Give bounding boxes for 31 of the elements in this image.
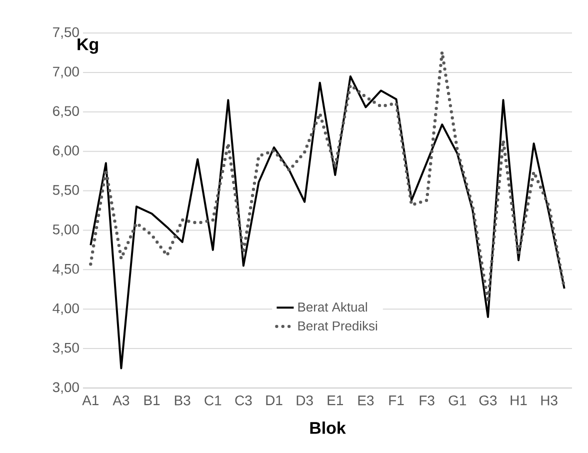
y-axis-title: Kg — [78, 38, 98, 54]
y-tick-label: 7,50 — [53, 27, 79, 39]
x-tick-label: D1 — [266, 396, 282, 406]
x-axis-title: Blok — [310, 422, 346, 434]
x-tick-label: E3 — [358, 395, 374, 406]
x-tick-label: C1 — [204, 395, 222, 406]
x-tick-label: F1 — [389, 396, 404, 406]
y-tick-label: 4,00 — [52, 303, 79, 315]
x-tick-label: B1 — [144, 396, 160, 406]
x-tick-label: A3 — [112, 395, 130, 406]
x-tick-label: F3 — [420, 395, 434, 406]
y-tick-label: 5,50 — [52, 185, 79, 197]
x-tick-label: B3 — [174, 395, 190, 406]
x-tick-label: H3 — [541, 395, 558, 406]
x-tick-label: A1 — [82, 396, 98, 406]
x-tick-label: D3 — [296, 395, 313, 406]
y-tick-label: 3,50 — [52, 342, 79, 354]
y-tick-label: 5,00 — [52, 224, 79, 236]
y-tick-label: 6,00 — [53, 146, 79, 158]
x-tick-label: G1 — [448, 395, 466, 406]
x-tick-label: C3 — [235, 395, 252, 406]
line-series — [90, 75, 566, 370]
y-tick-label: 6,50 — [53, 106, 79, 118]
y-tick-label: 7,00 — [53, 66, 79, 78]
y-tick-label: 3,00 — [52, 382, 79, 394]
legend-label: Berat Prediksi — [298, 320, 378, 330]
x-tick-label: G3 — [479, 395, 497, 406]
x-tick-label: H1 — [510, 396, 527, 406]
legend-label: Berat Aktual — [298, 302, 367, 312]
x-tick-label: E1 — [328, 396, 343, 406]
y-tick-label: 4,50 — [52, 264, 79, 276]
